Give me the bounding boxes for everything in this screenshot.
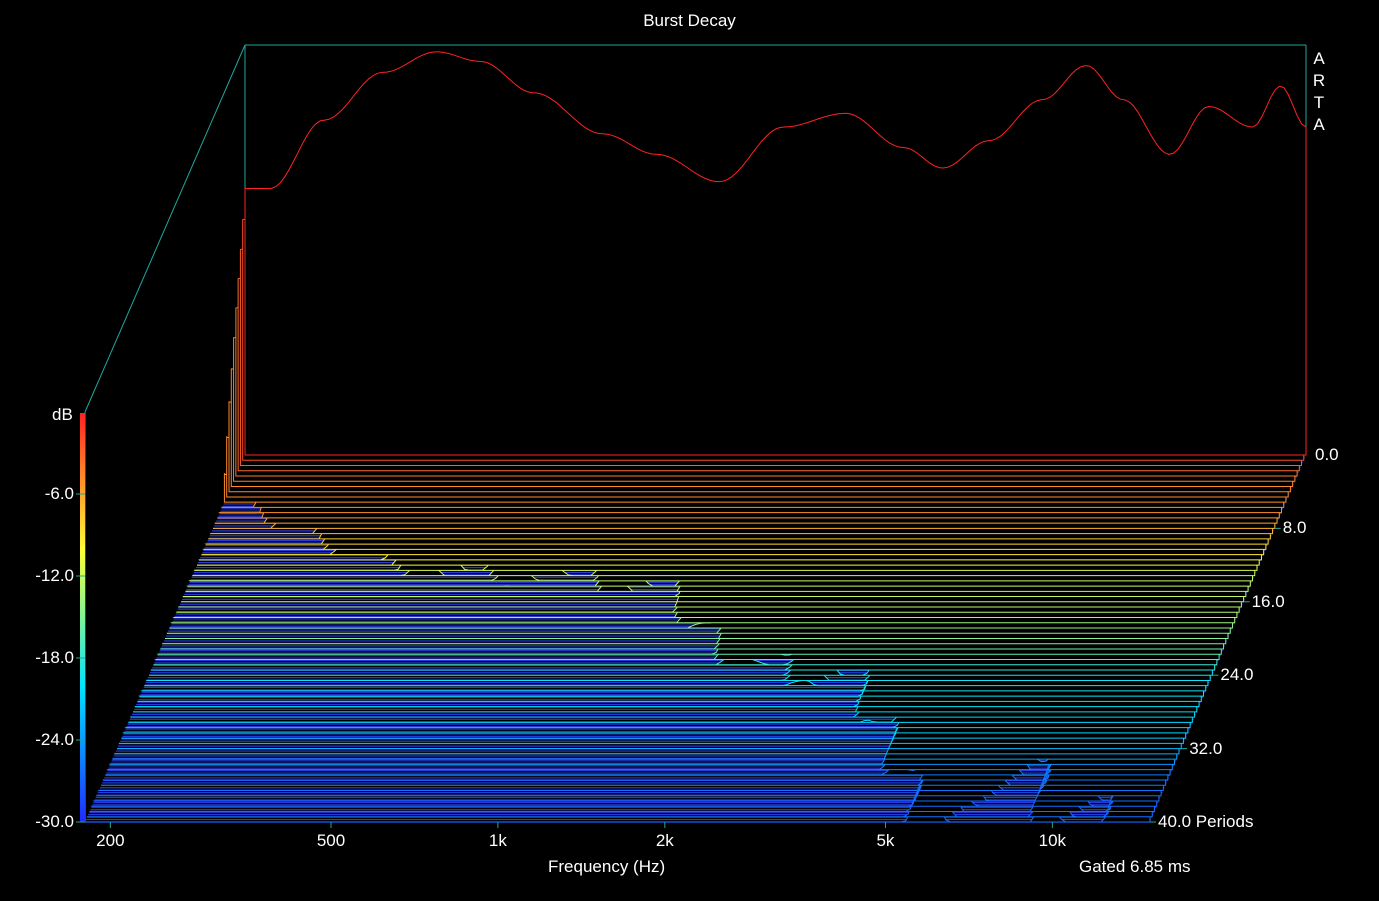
x-axis-label: Frequency (Hz) bbox=[548, 857, 666, 876]
depth-tick-label: 8.0 bbox=[1282, 518, 1307, 538]
axis-ticks bbox=[76, 493, 1281, 828]
arta-letter: T bbox=[1313, 93, 1325, 112]
x-tick-label: 2k bbox=[655, 831, 674, 850]
x-tick-label: 200 bbox=[96, 831, 125, 850]
decay-slices bbox=[85, 51, 1307, 823]
z-tick-label: -24.0 bbox=[35, 730, 74, 749]
z-tick-label: -12.0 bbox=[35, 566, 74, 585]
x-tick-label: 10k bbox=[1038, 831, 1067, 850]
z-tick-label: -18.0 bbox=[35, 648, 74, 667]
chart-title: Burst Decay bbox=[643, 11, 736, 30]
x-tick-label: 500 bbox=[316, 831, 346, 850]
depth-tick-label: 40.0 Periods bbox=[1158, 812, 1254, 831]
decay-slice bbox=[244, 51, 1307, 456]
depth-tick-label: 32.0 bbox=[1189, 738, 1223, 758]
depth-tick-label: 16.0 bbox=[1251, 591, 1285, 611]
gating-note: Gated 6.85 ms bbox=[1079, 857, 1191, 876]
z-tick-label: -6.0 bbox=[44, 484, 74, 503]
arta-letter: R bbox=[1312, 71, 1326, 90]
depth-tick-label: 24.0 bbox=[1220, 665, 1254, 685]
z-tick-label: -30.0 bbox=[35, 812, 74, 831]
x-tick-label: 5k bbox=[876, 831, 895, 850]
arta-letter: A bbox=[1313, 115, 1325, 134]
z-tick-label: 0.0 bbox=[1315, 445, 1339, 464]
x-tick-label: 1k bbox=[488, 831, 507, 850]
frame-edge bbox=[84, 44, 246, 413]
color-bar bbox=[80, 413, 85, 822]
arta-letter: A bbox=[1313, 49, 1325, 68]
z-axis-label: dB bbox=[52, 405, 73, 424]
db-color-bar bbox=[80, 413, 85, 822]
